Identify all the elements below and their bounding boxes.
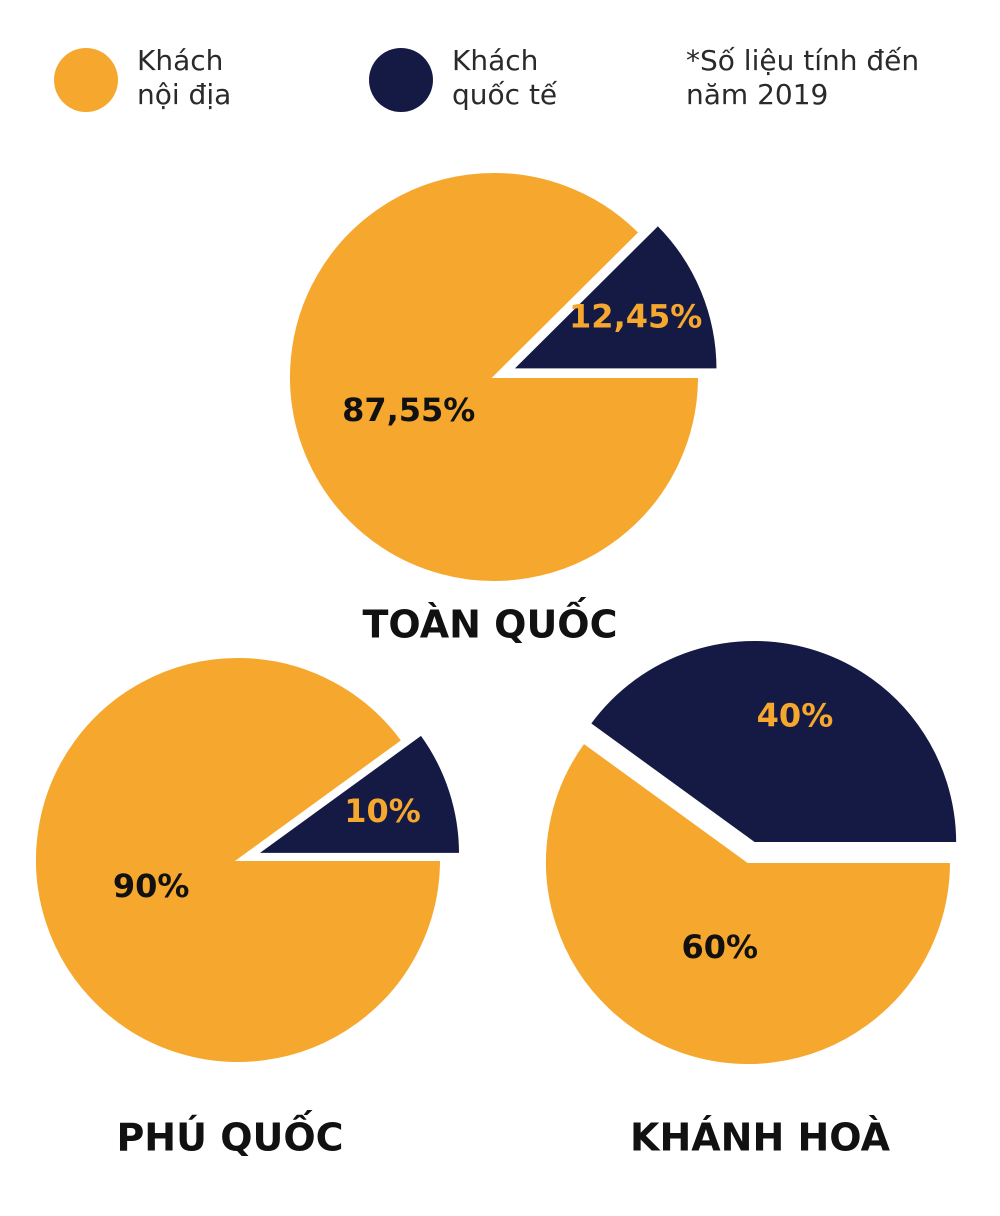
note: *Số liệu tính đến năm 2019 [686,44,920,111]
pie-slice [34,656,443,1064]
value-label: 10% [344,792,421,830]
pie-slice [588,638,959,844]
pie-slice [510,223,719,371]
value-label: 60% [681,928,758,966]
legend-swatch [369,48,433,112]
pie-slice [253,733,462,855]
value-label: 90% [113,867,190,905]
value-label: 40% [757,696,834,734]
legend-label: Khách quốc tế [452,44,558,111]
pie-slice [288,171,701,583]
value-label: 87,55% [342,391,475,429]
legend-swatch [54,48,118,112]
pie-title: TOÀN QUỐC [363,598,618,647]
value-label: 12,45% [569,298,702,336]
pie-slice [544,741,953,1066]
legend-label: Khách nội địa [137,44,232,111]
pie-title: PHÚ QUỐC [116,1111,343,1160]
pie-title: KHÁNH HOÀ [630,1116,891,1160]
